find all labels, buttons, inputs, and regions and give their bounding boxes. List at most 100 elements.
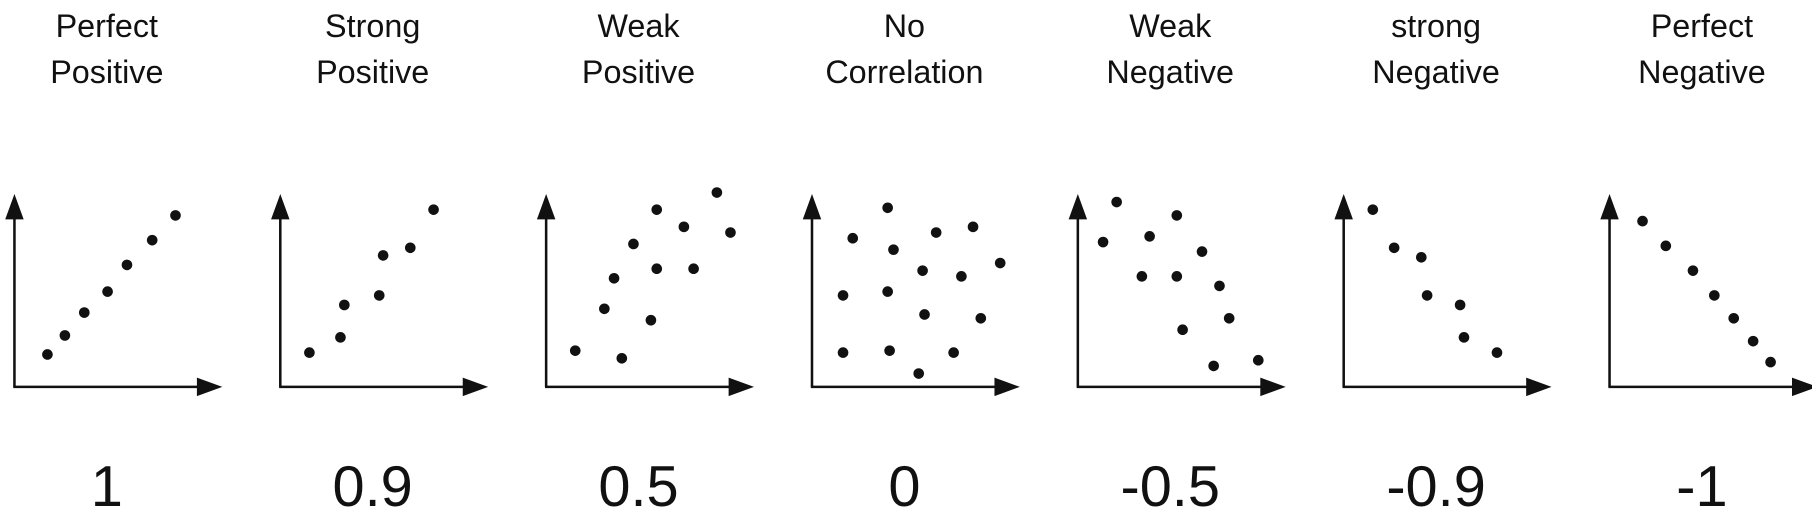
data-point xyxy=(1458,332,1470,343)
data-point xyxy=(1747,335,1759,347)
data-point xyxy=(1687,265,1699,276)
y-axis-arrow-icon xyxy=(5,194,24,220)
x-axis-arrow-icon xyxy=(196,377,223,397)
panel-title-line: Weak xyxy=(1129,8,1212,44)
data-point xyxy=(884,345,895,356)
data-point xyxy=(1214,280,1225,292)
data-point xyxy=(1367,204,1379,215)
x-axis-arrow-icon xyxy=(728,377,755,397)
data-point xyxy=(428,204,439,215)
panel-title-line: Positive xyxy=(50,54,163,90)
data-point xyxy=(102,286,113,297)
panel-title-line: Perfect xyxy=(56,8,158,44)
data-point xyxy=(948,347,959,358)
data-point xyxy=(78,307,90,318)
data-point xyxy=(1709,290,1720,301)
data-point xyxy=(847,232,859,244)
data-point xyxy=(1223,312,1235,324)
y-axis-arrow-icon xyxy=(271,194,290,220)
data-point xyxy=(956,271,967,282)
data-point xyxy=(678,221,690,233)
data-point xyxy=(1252,354,1264,366)
data-point xyxy=(59,330,71,341)
y-axis-arrow-icon xyxy=(1334,194,1353,220)
correlation-coefficient: -0.5 xyxy=(1120,455,1220,519)
x-axis-arrow-icon xyxy=(462,377,489,397)
data-point xyxy=(994,257,1006,269)
data-point xyxy=(1637,215,1648,227)
panel-title-line: Weak xyxy=(598,8,681,44)
data-point xyxy=(1171,210,1183,221)
data-point xyxy=(1454,299,1466,311)
panel-title-line: Negative xyxy=(1106,54,1234,90)
panel-title-line: Negative xyxy=(1372,54,1500,90)
y-axis-arrow-icon xyxy=(536,194,556,220)
data-point xyxy=(1421,290,1433,301)
y-axis-arrow-icon xyxy=(802,194,822,220)
panel-6: Perfect Negative -1 xyxy=(1600,8,1812,519)
data-point xyxy=(42,349,53,360)
x-axis-arrow-icon xyxy=(1526,377,1552,397)
data-point xyxy=(1177,324,1188,336)
panel-4: Weak Negative -0.5 xyxy=(1068,8,1286,519)
panel-title-line: Perfect xyxy=(1651,8,1753,44)
correlation-coefficient: -1 xyxy=(1676,455,1727,519)
data-point xyxy=(377,250,389,261)
panel-3: No Correlation 0 xyxy=(802,8,1020,519)
panel-title-line: strong xyxy=(1391,8,1481,44)
data-point xyxy=(645,314,657,326)
correlation-coefficient: 0.5 xyxy=(598,455,678,519)
correlation-coefficient: 0 xyxy=(888,455,920,519)
panel-title-line: Positive xyxy=(582,54,695,90)
data-point xyxy=(1491,347,1503,358)
data-point xyxy=(882,286,893,297)
data-point xyxy=(608,272,620,284)
data-point xyxy=(170,210,181,221)
data-point xyxy=(1660,240,1672,252)
panel-title-line: Correlation xyxy=(825,54,983,90)
data-point xyxy=(882,202,893,214)
correlation-coefficient: 0.9 xyxy=(333,455,413,519)
x-axis-arrow-icon xyxy=(1260,377,1286,397)
data-point xyxy=(1196,246,1208,257)
data-point xyxy=(913,368,925,379)
data-point xyxy=(725,227,736,238)
data-point xyxy=(335,332,346,343)
data-point xyxy=(304,347,315,358)
data-point xyxy=(1765,356,1776,368)
data-point xyxy=(146,234,158,246)
data-point xyxy=(121,259,133,271)
panel-title-line: Positive xyxy=(316,54,429,90)
correlation-coefficient: 1 xyxy=(91,455,123,519)
data-point xyxy=(1097,236,1109,248)
data-point xyxy=(404,242,416,254)
data-point xyxy=(1171,271,1183,282)
data-point xyxy=(967,221,979,233)
data-point xyxy=(373,290,385,301)
panel-title-line: Strong xyxy=(325,8,420,44)
panel-5: strong Negative -0.9 xyxy=(1334,8,1552,519)
panel-1: Strong Positive 0.9 xyxy=(271,8,489,519)
data-point xyxy=(917,265,928,276)
data-point xyxy=(339,299,350,311)
data-point xyxy=(1111,196,1122,208)
data-point xyxy=(1415,251,1427,263)
data-point xyxy=(1144,231,1155,242)
data-point xyxy=(1388,242,1400,254)
data-point xyxy=(651,204,663,215)
panel-title-line: No xyxy=(884,8,925,44)
data-point xyxy=(628,238,639,250)
data-point xyxy=(599,303,610,315)
data-point xyxy=(711,187,723,198)
data-point xyxy=(837,290,849,301)
data-point xyxy=(616,352,628,364)
panel-0: Perfect Positive 1 xyxy=(5,8,223,519)
data-point xyxy=(837,347,849,358)
data-point xyxy=(1208,360,1219,372)
y-axis-arrow-icon xyxy=(1068,194,1088,220)
data-point xyxy=(651,263,663,275)
panel-2: Weak Positive 0.5 xyxy=(536,8,755,519)
correlation-coefficient: -0.9 xyxy=(1386,455,1486,519)
x-axis-arrow-icon xyxy=(1792,377,1812,397)
data-point xyxy=(975,312,987,324)
